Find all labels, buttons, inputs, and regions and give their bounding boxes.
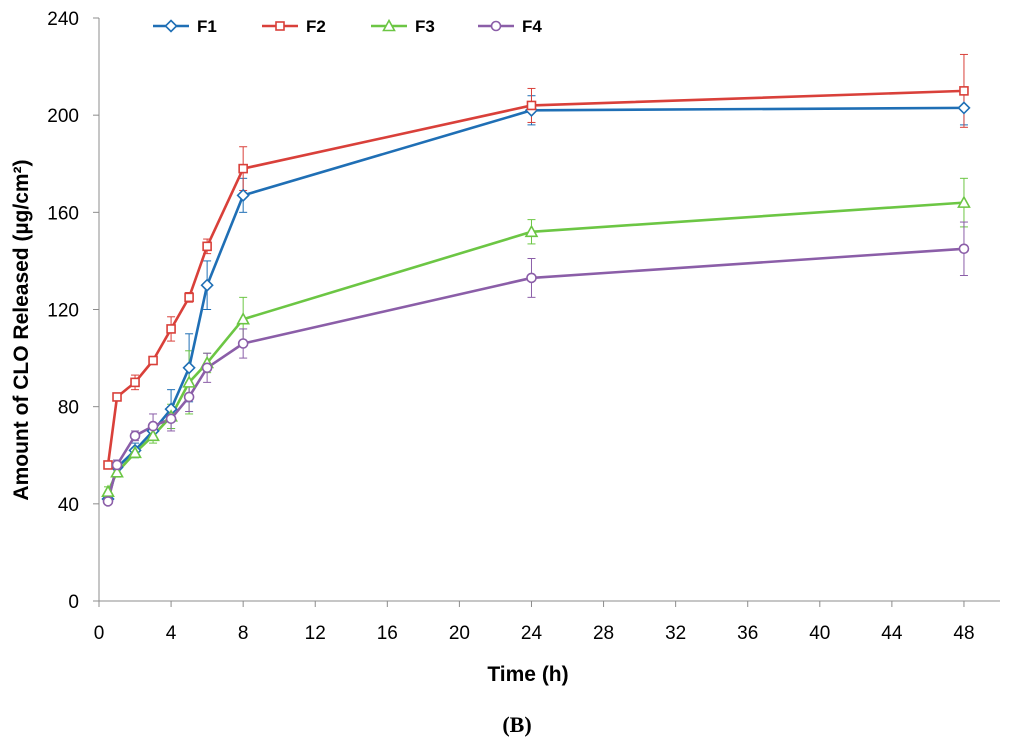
f1-series-line (106, 106, 964, 500)
f2-data-point (238, 163, 248, 174)
legend-marker-f4 (490, 20, 502, 32)
x-tick-label: 0 (94, 623, 105, 644)
f4-data-point (111, 459, 123, 471)
f4-data-point (129, 430, 141, 442)
f4-data-point (102, 496, 114, 507)
f2-data-point (184, 292, 194, 303)
f1-data-point (200, 278, 214, 292)
y-tick-label: 200 (47, 106, 79, 127)
f4-data-point (526, 272, 537, 284)
f2-data-point (112, 392, 122, 402)
x-tick-label: 28 (593, 623, 614, 644)
f4-series-line (106, 247, 965, 502)
f2-data-point (959, 86, 969, 96)
x-tick-label: 4 (166, 623, 177, 644)
f3-data-point (146, 428, 160, 442)
figure-caption: (B) (502, 712, 531, 737)
f1-data-point (236, 188, 250, 202)
legend-item-f2: F2 (262, 17, 326, 36)
f4-data-point (183, 391, 195, 403)
x-tick-label: 40 (809, 623, 830, 644)
y-tick-label: 0 (68, 592, 79, 613)
f3-data-point (236, 312, 251, 325)
f3-data-point (182, 375, 196, 388)
f4-data-point (237, 338, 249, 349)
x-tick-label: 36 (737, 623, 758, 644)
legend-marker-f2 (275, 21, 285, 31)
legend-label-f4: F4 (522, 17, 542, 36)
f2-series-line (106, 89, 965, 466)
y-tick-label: 80 (58, 398, 79, 419)
legend-label-f1: F1 (197, 17, 217, 36)
f1-data-point (957, 101, 971, 115)
f3-data-point (957, 195, 971, 208)
f2-data-point (103, 460, 113, 470)
f2-data-point (130, 377, 140, 388)
f3-series-line (106, 201, 965, 493)
f2-data-point (166, 324, 176, 334)
x-tick-label: 32 (665, 623, 686, 644)
legend-item-f1: F1 (153, 17, 217, 36)
f4-data-point (958, 243, 970, 255)
y-tick-label: 120 (47, 301, 79, 322)
legend: F1 F2 F3 F4 (153, 17, 542, 36)
f3-data-point (128, 445, 142, 459)
x-tick-label: 20 (449, 623, 470, 644)
f4-data-point (165, 413, 177, 425)
x-tick-label: 16 (377, 623, 398, 644)
legend-label-f3: F3 (415, 17, 435, 36)
y-axis-title: Amount of CLO Released (µg/cm²) (10, 159, 33, 500)
y-tick-label: 160 (47, 203, 79, 224)
x-tick-label: 12 (305, 623, 326, 644)
y-tick-label: 40 (58, 495, 79, 516)
x-tick-label: 48 (953, 623, 974, 644)
f1-data-point (182, 361, 196, 375)
series-markers (101, 86, 971, 507)
x-tick-label: 24 (521, 623, 543, 644)
f3-data-point (110, 465, 124, 478)
f3-data-point (524, 224, 539, 238)
y-tick-label: 240 (47, 9, 79, 30)
legend-item-f3: F3 (371, 17, 435, 36)
f4-data-point (201, 362, 213, 374)
x-tick-label: 8 (238, 623, 249, 644)
legend-marker-f3 (382, 18, 396, 32)
f2-data-point (526, 100, 537, 111)
f2-data-point (202, 241, 212, 252)
legend-item-f4: F4 (478, 17, 542, 36)
legend-label-f2: F2 (306, 17, 326, 36)
series-lines (106, 89, 965, 502)
x-tick-label: 44 (881, 623, 903, 644)
x-axis-title: Time (h) (487, 663, 568, 686)
f2-data-point (148, 355, 158, 366)
legend-marker-f1 (164, 19, 178, 33)
f4-data-point (147, 420, 159, 432)
